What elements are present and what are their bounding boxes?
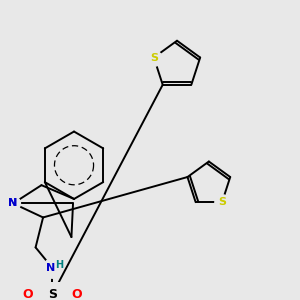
- Text: O: O: [23, 288, 33, 300]
- Text: N: N: [8, 198, 18, 208]
- Text: O: O: [71, 288, 82, 300]
- Text: H: H: [55, 260, 63, 270]
- Text: S: S: [150, 52, 158, 62]
- Text: S: S: [218, 197, 226, 207]
- Text: N: N: [46, 263, 55, 273]
- Text: S: S: [48, 288, 57, 300]
- Text: N: N: [8, 198, 18, 208]
